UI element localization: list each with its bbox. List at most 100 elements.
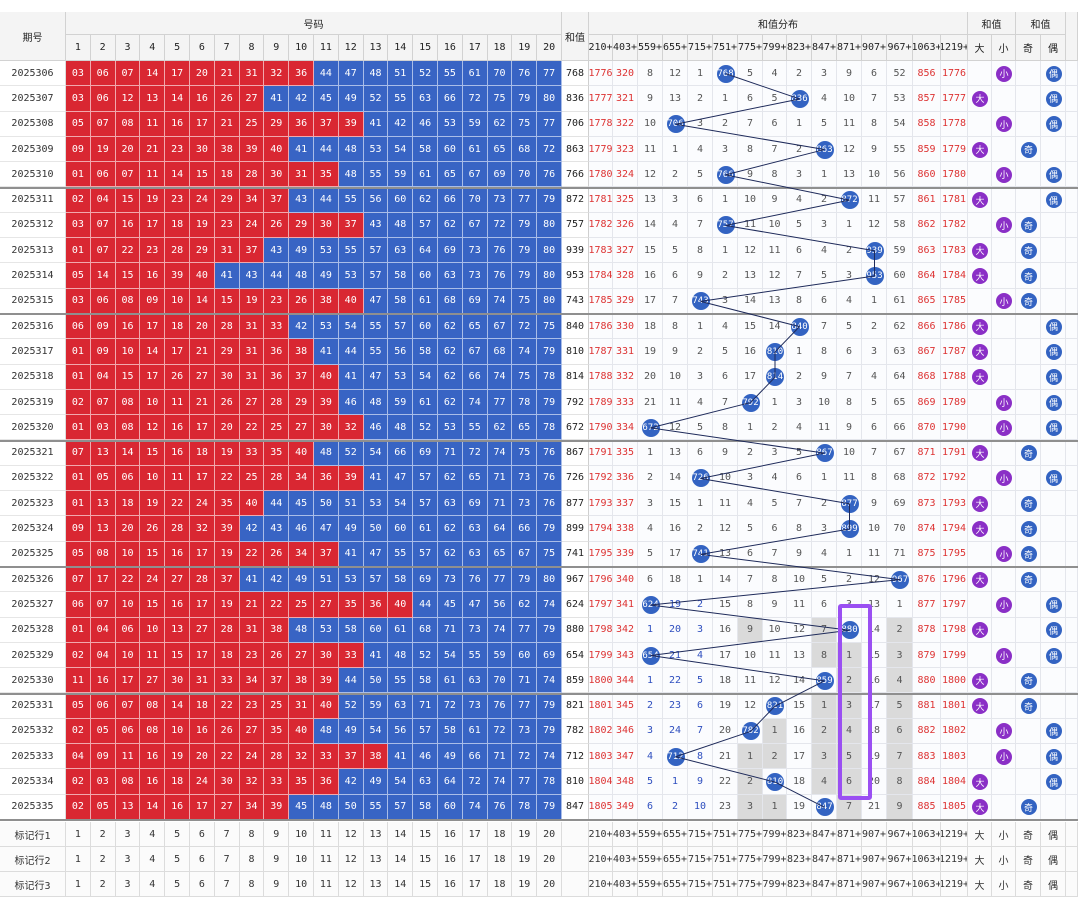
- dist-cell: 1777: [941, 86, 968, 112]
- trend-line-segment: [700, 275, 875, 302]
- trend-line-segment: [650, 655, 825, 682]
- drawn-number: 08: [115, 111, 141, 137]
- drawn-number: 05: [66, 263, 91, 289]
- drawn-number: 05: [66, 111, 91, 137]
- dist-cell: 7: [738, 111, 763, 137]
- dist-cell: 6: [763, 111, 787, 137]
- number-col-header: 18: [487, 35, 513, 61]
- drawn-number: 68: [512, 136, 538, 163]
- period-cell: 2025307: [0, 86, 66, 112]
- drawn-number: 41: [264, 86, 290, 112]
- parity-cell: [1041, 86, 1066, 112]
- drawn-number: 70: [512, 162, 538, 188]
- dist-col-header: 715+: [688, 35, 713, 61]
- drawn-number: 29: [190, 238, 215, 264]
- drawn-number: 63: [388, 238, 414, 264]
- sum-value: 766: [562, 162, 589, 188]
- number-col-header: 17: [462, 35, 488, 61]
- drawn-number: 11: [140, 111, 166, 137]
- drawn-number: 31: [239, 61, 265, 87]
- dist-cell: 2: [713, 263, 738, 289]
- drawn-number: 23: [165, 136, 190, 163]
- dist-cell: 54: [887, 111, 913, 137]
- dist-cell: 12: [738, 238, 763, 264]
- parity-ball: 偶: [1045, 166, 1062, 183]
- dist-cell: 11: [738, 212, 763, 239]
- dist-cell: 1: [713, 187, 738, 213]
- drawn-number: 55: [438, 61, 463, 87]
- sum-value: 706: [562, 111, 589, 137]
- trend-line-segment: [774, 781, 825, 808]
- drawn-number: 04: [90, 187, 116, 213]
- drawn-number: 61: [413, 162, 438, 188]
- drawn-number: 31: [214, 238, 240, 264]
- drawn-number: 80: [537, 212, 562, 239]
- dist-cell: 16: [638, 263, 663, 289]
- sum-value: 953: [562, 263, 589, 289]
- drawn-number: 41: [363, 111, 389, 137]
- trend-line-segment: [675, 756, 776, 783]
- drawn-number: 46: [413, 111, 438, 137]
- dist-cell: 1: [663, 136, 688, 163]
- sum-header: 和值: [562, 12, 589, 61]
- drawn-number: 36: [289, 111, 314, 137]
- dist-cell: 325: [613, 187, 638, 213]
- drawn-number: 30: [190, 136, 215, 163]
- drawn-number: 72: [462, 86, 488, 112]
- dist-cell: 1: [688, 61, 713, 87]
- drawn-number: 37: [239, 238, 265, 264]
- trend-line-segment: [750, 705, 776, 732]
- drawn-number: 53: [438, 111, 463, 137]
- dist-cell: 8: [738, 136, 763, 163]
- drawn-number: 16: [165, 111, 190, 137]
- drawn-number: 70: [462, 187, 488, 213]
- drawn-number: 57: [363, 263, 389, 289]
- dist-cell: 6: [688, 187, 713, 213]
- drawn-number: 79: [537, 187, 562, 213]
- size-ball: 小: [996, 166, 1012, 183]
- dist-col-header: 655+: [663, 35, 688, 61]
- dist-cell: 6: [862, 61, 887, 87]
- dist-cell: 4: [812, 238, 837, 264]
- dist-cell: 11: [837, 111, 862, 137]
- dist-cell: 856: [913, 61, 941, 87]
- even-col-header: 偶: [1041, 35, 1066, 61]
- dist-col-header: 907+: [862, 35, 887, 61]
- trend-line-segment: [725, 174, 850, 201]
- drawn-number: 21: [214, 61, 240, 87]
- dist-cell: 1781: [589, 187, 613, 213]
- dist-cell: 10: [837, 86, 862, 112]
- dist-cell: 13: [837, 162, 862, 188]
- dist-col-header: 1063+: [913, 35, 941, 61]
- dist-cell: 12: [638, 162, 663, 188]
- dist-cell: 10: [862, 162, 887, 188]
- drawn-number: 79: [512, 263, 538, 289]
- parity-ball: 奇: [1020, 217, 1037, 234]
- drawn-number: 03: [66, 86, 91, 112]
- parity-ball: 偶: [1045, 90, 1062, 107]
- sum-value: 768: [562, 61, 589, 87]
- drawn-number: 06: [90, 162, 116, 188]
- drawn-number: 48: [388, 212, 414, 239]
- parity-ball: 偶: [1045, 116, 1062, 133]
- dist-col-header: 775+: [738, 35, 763, 61]
- dist-cell: 2: [837, 238, 862, 264]
- drawn-number: 54: [388, 136, 414, 163]
- drawn-number: 73: [487, 187, 513, 213]
- size-cell: [968, 111, 992, 137]
- drawn-number: 75: [512, 111, 538, 137]
- drawn-number: 76: [487, 238, 513, 264]
- number-col-header: 5: [165, 35, 190, 61]
- drawn-number: 57: [363, 238, 389, 264]
- dist-cell: 858: [913, 111, 941, 137]
- dist-cell: 13: [663, 86, 688, 112]
- dist-cell: 4: [763, 61, 787, 87]
- drawn-number: 55: [363, 162, 389, 188]
- dist-cell: 1782: [941, 212, 968, 239]
- size-ball: 大: [972, 90, 988, 107]
- dist-cell: 2: [688, 86, 713, 112]
- drawn-number: 49: [338, 86, 364, 112]
- drawn-number: 53: [363, 136, 389, 163]
- size-ball: 大: [972, 192, 988, 209]
- drawn-number: 37: [338, 212, 364, 239]
